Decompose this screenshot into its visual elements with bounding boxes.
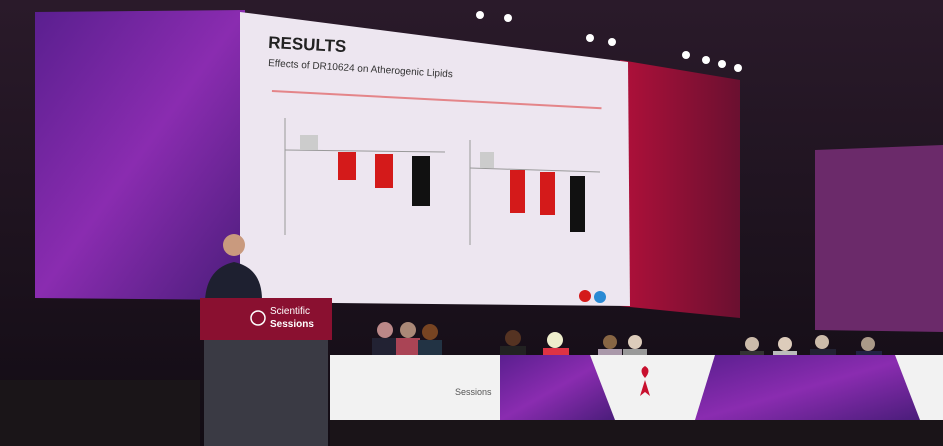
bar-shape [375,154,393,188]
bar-shape [510,170,525,213]
bar-shape [338,152,356,180]
logo [579,290,591,302]
banner-text: Sessions [455,387,492,397]
red-panel [620,60,740,318]
left-screen [35,10,245,300]
scene: RESULTS Effects of DR10624 on Atherogeni… [0,0,943,446]
banner-stripe [695,355,920,420]
stage-front [330,420,943,446]
right-screen [815,145,943,332]
podium-text: Scientific [270,306,310,317]
slide [240,12,630,306]
bar-shape [412,156,430,206]
bar-shape [540,172,555,215]
bar-shape [570,176,585,232]
bar-shape [300,135,318,150]
foreground [0,380,200,446]
podium-body [204,340,328,446]
bar-shape [480,152,494,168]
logo [594,291,606,303]
podium-text: Sessions [270,319,314,330]
